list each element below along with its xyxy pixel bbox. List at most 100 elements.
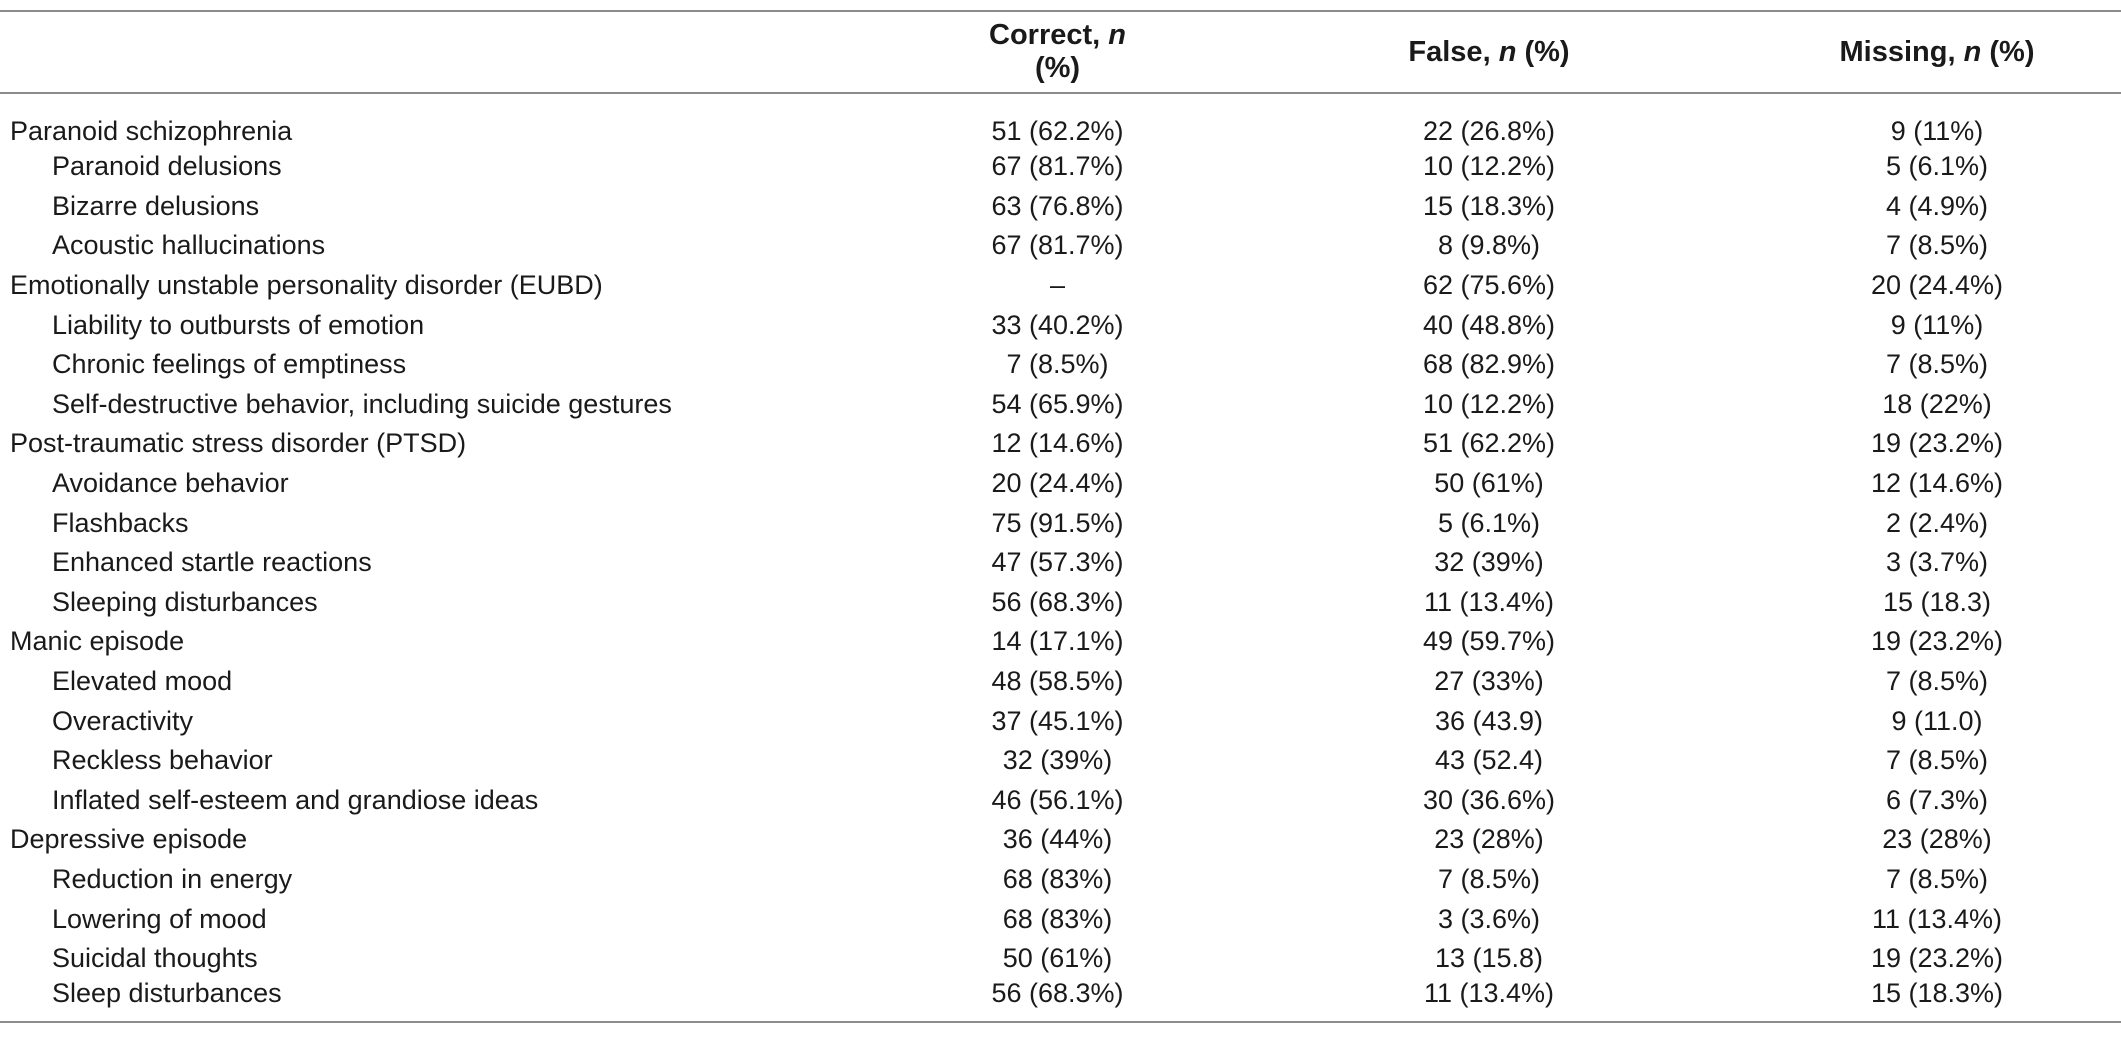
cell-missing: 9 (11.0) bbox=[1891, 705, 1983, 736]
cell-correct: 48 (58.5%) bbox=[991, 666, 1124, 697]
header-missing-n: n bbox=[1963, 35, 1982, 68]
cell-missing: 9 (11%) bbox=[1890, 116, 1984, 146]
table-row: Inflated self-esteem and grandiose ideas… bbox=[0, 781, 2121, 821]
row-label: Enhanced startle reactions bbox=[52, 547, 372, 578]
row-label: Self-destructive behavior, including sui… bbox=[52, 388, 672, 419]
row-label: Elevated mood bbox=[52, 666, 233, 697]
cell-correct: 7 (8.5%) bbox=[1006, 349, 1109, 380]
cell-missing: 19 (23.2%) bbox=[1870, 428, 2004, 459]
table-row: Lowering of mood 68 (83%) 3 (3.6%) 11 (13.4… bbox=[0, 899, 2121, 939]
row-label: Bizarre delusions bbox=[52, 190, 260, 221]
cell-missing: 19 (23.2%) bbox=[1870, 943, 2004, 974]
row-label: Reckless behavior bbox=[52, 745, 273, 776]
table-row: Self-destructive behavior, including sui… bbox=[0, 385, 2121, 425]
header-false: False, n (%) bbox=[1135, 10, 1743, 94]
row-label: Depressive episode bbox=[10, 824, 248, 855]
table-row: Avoidance behavior 20 (24.4%) 50 (61%) 12 (… bbox=[0, 464, 2121, 504]
row-label: Sleep disturbances bbox=[0, 978, 830, 1024]
table-row: Emotionally unstable personality disorde… bbox=[0, 266, 2121, 306]
row-label: Suicidal thoughts bbox=[52, 943, 258, 974]
cell-correct: 37 (45.1%) bbox=[991, 705, 1124, 736]
table-row: Acoustic hallucinations 67 (81.7%) 8 (9.8%… bbox=[0, 226, 2121, 266]
cell-missing: 5 (6.1%) bbox=[1885, 151, 1989, 182]
cell-correct: 67 (81.7%) bbox=[991, 230, 1124, 261]
cell-false: 50 (61%) bbox=[1434, 468, 1544, 499]
cell-false: 43 (52.4) bbox=[1434, 745, 1544, 776]
cell-correct: 20 (24.4%) bbox=[991, 468, 1124, 499]
header-missing-pct: (%) bbox=[1981, 35, 2035, 68]
cell-correct: 68 (83%) bbox=[1002, 903, 1113, 934]
header-false-n: n bbox=[1498, 35, 1517, 68]
table-row: Sleeping disturbances 56 (68.3%) 11 (13.4%… bbox=[0, 583, 2121, 623]
cell-false: 62 (75.6%) bbox=[1422, 270, 1556, 301]
cell-missing: 18 (22%) bbox=[1882, 388, 1992, 419]
table-row: Overactivity 37 (45.1%) 36 (43.9) 9 (11.0) bbox=[0, 701, 2121, 741]
table-row: Enhanced startle reactions 47 (57.3%) 32 (… bbox=[0, 543, 2121, 583]
table-row: Elevated mood 48 (58.5%) 27 (33%) 7 (8.5%) bbox=[0, 662, 2121, 702]
cell-correct: 47 (57.3%) bbox=[991, 547, 1124, 578]
header-row: Correct, n (%) False, n (%) Missing, n (… bbox=[0, 10, 2121, 94]
table-row: Post-traumatic stress disorder (PTSD) 12 … bbox=[0, 424, 2121, 464]
cell-correct: 36 (44%) bbox=[1002, 824, 1113, 855]
cell-false: 3 (3.6%) bbox=[1437, 903, 1541, 934]
table-row: Flashbacks 75 (91.5%) 5 (6.1%) 2 (2.4%) bbox=[0, 503, 2121, 543]
table-row: Reduction in energy 68 (83%) 7 (8.5%) 7 (8.… bbox=[0, 860, 2121, 900]
cell-missing: 6 (7.3%) bbox=[1885, 784, 1989, 815]
row-label: Paranoid schizophrenia bbox=[10, 116, 293, 146]
cell-missing: 7 (8.5%) bbox=[1885, 745, 1989, 776]
cell-missing: 7 (8.5%) bbox=[1885, 230, 1989, 261]
table-row: Reckless behavior 32 (39%) 43 (52.4) 7 (8.5… bbox=[0, 741, 2121, 781]
header-missing: Missing, n (%) bbox=[1743, 10, 2121, 94]
cell-correct: 12 (14.6%) bbox=[991, 428, 1124, 459]
cell-false: 11 (13.4%) bbox=[1423, 586, 1555, 617]
cell-false: 36 (43.9) bbox=[1434, 705, 1544, 736]
row-label: Acoustic hallucinations bbox=[52, 230, 326, 261]
row-label: Sleeping disturbances bbox=[52, 586, 318, 617]
cell-false: 13 (15.8) bbox=[1434, 943, 1544, 974]
cell-correct: 33 (40.2%) bbox=[991, 309, 1124, 340]
table-row: Depressive episode 36 (44%) 23 (28%) 23 (28… bbox=[0, 820, 2121, 860]
header-label bbox=[0, 10, 830, 94]
row-label: Emotionally unstable personality disorde… bbox=[10, 270, 603, 301]
cell-missing: 3 (3.7%) bbox=[1885, 547, 1989, 578]
cell-correct: – bbox=[1049, 270, 1066, 301]
cell-missing: 9 (11%) bbox=[1890, 309, 1984, 340]
row-label: Flashbacks bbox=[52, 507, 189, 538]
cell-correct: 14 (17.1%) bbox=[991, 626, 1124, 657]
cell-correct: 75 (91.5%) bbox=[991, 507, 1124, 538]
table-row: Chronic feelings of emptiness 7 (8.5%) 68 … bbox=[0, 345, 2121, 385]
cell-correct: 51 (62.2%) bbox=[991, 116, 1124, 146]
cell-correct: 50 (61%) bbox=[1002, 943, 1113, 974]
header-correct: Correct, n (%) bbox=[830, 10, 1135, 94]
row-label: Lowering of mood bbox=[52, 903, 267, 934]
cell-missing: 23 (28%) bbox=[1882, 824, 1992, 855]
cell-false: 10 (12.2%) bbox=[1422, 151, 1556, 182]
cell-missing: 12 (14.6%) bbox=[1870, 468, 2004, 499]
cell-false: 51 (62.2%) bbox=[1422, 428, 1556, 459]
row-label: Inflated self-esteem and grandiose ideas bbox=[52, 784, 539, 815]
table-row: Paranoid schizophrenia 51 (62.2%) 22 (26.8… bbox=[0, 93, 2121, 147]
table-row: Sleep disturbances 56 (68.3%) 11 (13.4%) 15… bbox=[0, 978, 2121, 1024]
cell-missing: 7 (8.5%) bbox=[1885, 666, 1989, 697]
cell-false: 30 (36.6%) bbox=[1422, 784, 1556, 815]
cell-missing: 2 (2.4%) bbox=[1885, 507, 1989, 538]
cell-correct: 56 (68.3%) bbox=[991, 586, 1124, 617]
cell-missing: 7 (8.5%) bbox=[1885, 863, 1989, 894]
row-label: Reduction in energy bbox=[52, 863, 293, 894]
row-label: Chronic feelings of emptiness bbox=[52, 349, 407, 380]
header-false-pct: (%) bbox=[1516, 35, 1570, 68]
cell-false: 68 (82.9%) bbox=[1422, 349, 1556, 380]
header-false-text: False, bbox=[1408, 35, 1499, 68]
header-missing-text: Missing, bbox=[1839, 35, 1964, 68]
results-table: Correct, n (%) False, n (%) Missing, n (… bbox=[0, 10, 2121, 1024]
cell-correct: 68 (83%) bbox=[1002, 863, 1113, 894]
cell-correct: 46 (56.1%) bbox=[991, 784, 1124, 815]
cell-false: 32 (39%) bbox=[1434, 547, 1544, 578]
cell-missing: 4 (4.9%) bbox=[1885, 190, 1989, 221]
cell-false: 5 (6.1%) bbox=[1437, 507, 1541, 538]
cell-false: 10 (12.2%) bbox=[1422, 388, 1556, 419]
table-header: Correct, n (%) False, n (%) Missing, n (… bbox=[0, 10, 2121, 94]
row-label: Post-traumatic stress disorder (PTSD) bbox=[10, 428, 467, 459]
cell-missing: 20 (24.4%) bbox=[1870, 270, 2004, 301]
